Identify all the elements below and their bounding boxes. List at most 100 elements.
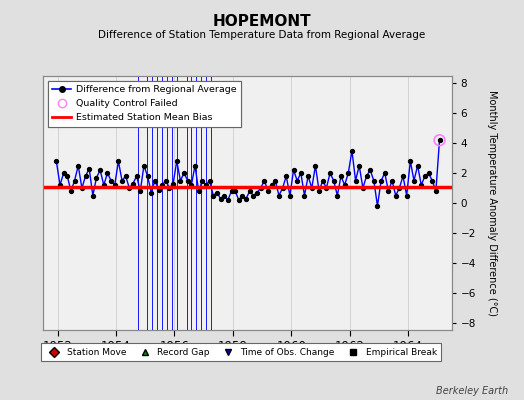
Point <box>275 192 283 199</box>
Point <box>391 192 400 199</box>
Point <box>399 173 407 179</box>
Point <box>213 189 221 196</box>
Point <box>315 188 323 194</box>
Point <box>191 162 199 169</box>
Legend: Difference from Regional Average, Quality Control Failed, Estimated Station Mean: Difference from Regional Average, Qualit… <box>48 81 242 127</box>
Point <box>413 162 422 169</box>
Point <box>136 188 145 194</box>
Point <box>209 192 217 199</box>
Legend: Station Move, Record Gap, Time of Obs. Change, Empirical Break: Station Move, Record Gap, Time of Obs. C… <box>41 344 441 362</box>
Point <box>144 173 152 179</box>
Point <box>92 174 101 181</box>
Point <box>435 137 444 144</box>
Point <box>333 192 342 199</box>
Point <box>133 173 141 179</box>
Point <box>246 188 254 194</box>
Point <box>428 177 436 184</box>
Point <box>352 177 360 184</box>
Point <box>96 167 104 173</box>
Point <box>362 173 370 179</box>
Point <box>359 185 367 191</box>
Point <box>235 197 243 203</box>
Point <box>282 173 290 179</box>
Point <box>406 158 414 164</box>
Point <box>59 170 68 176</box>
Point <box>421 173 429 179</box>
Text: Berkeley Earth: Berkeley Earth <box>436 386 508 396</box>
Point <box>308 185 316 191</box>
Point <box>304 173 312 179</box>
Point <box>161 177 170 184</box>
Text: HOPEMONT: HOPEMONT <box>213 14 311 29</box>
Point <box>198 177 206 184</box>
Point <box>289 167 298 173</box>
Point <box>369 177 378 184</box>
Point <box>187 182 195 188</box>
Point <box>169 180 177 187</box>
Point <box>264 188 272 194</box>
Point <box>56 182 64 188</box>
Point <box>172 158 181 164</box>
Point <box>293 177 301 184</box>
Point <box>111 182 119 188</box>
Point <box>231 188 239 194</box>
Point <box>311 162 320 169</box>
Point <box>78 185 86 191</box>
Point <box>341 182 349 188</box>
Point <box>395 185 403 191</box>
Point <box>155 186 163 193</box>
Point <box>435 137 444 144</box>
Point <box>366 167 374 173</box>
Point <box>260 177 268 184</box>
Point <box>89 192 97 199</box>
Y-axis label: Monthly Temperature Anomaly Difference (°C): Monthly Temperature Anomaly Difference (… <box>487 90 497 316</box>
Point <box>267 182 276 188</box>
Point <box>122 173 130 179</box>
Point <box>227 188 236 194</box>
Point <box>380 170 389 176</box>
Point <box>158 182 166 188</box>
Point <box>402 192 411 199</box>
Point <box>278 185 287 191</box>
Point <box>129 180 137 187</box>
Point <box>297 170 305 176</box>
Point <box>242 195 250 202</box>
Point <box>70 177 79 184</box>
Point <box>107 177 115 184</box>
Point <box>176 177 184 184</box>
Point <box>52 158 61 164</box>
Point <box>183 177 192 184</box>
Point <box>257 185 265 191</box>
Point <box>140 162 148 169</box>
Point <box>81 173 90 179</box>
Point <box>100 182 108 188</box>
Point <box>202 182 210 188</box>
Point <box>85 166 93 172</box>
Point <box>355 162 364 169</box>
Point <box>330 177 338 184</box>
Point <box>322 185 331 191</box>
Point <box>417 182 425 188</box>
Point <box>249 192 258 199</box>
Point <box>194 188 203 194</box>
Point <box>165 185 173 191</box>
Point <box>151 177 159 184</box>
Point <box>286 192 294 199</box>
Point <box>410 177 418 184</box>
Point <box>220 192 228 199</box>
Point <box>348 148 356 154</box>
Point <box>147 189 156 196</box>
Point <box>384 188 392 194</box>
Point <box>319 177 327 184</box>
Point <box>67 188 75 194</box>
Point <box>118 177 126 184</box>
Point <box>74 162 82 169</box>
Point <box>326 170 334 176</box>
Point <box>344 170 353 176</box>
Point <box>224 197 232 203</box>
Point <box>300 192 309 199</box>
Point <box>205 177 214 184</box>
Point <box>216 195 225 202</box>
Point <box>238 192 247 199</box>
Point <box>253 189 261 196</box>
